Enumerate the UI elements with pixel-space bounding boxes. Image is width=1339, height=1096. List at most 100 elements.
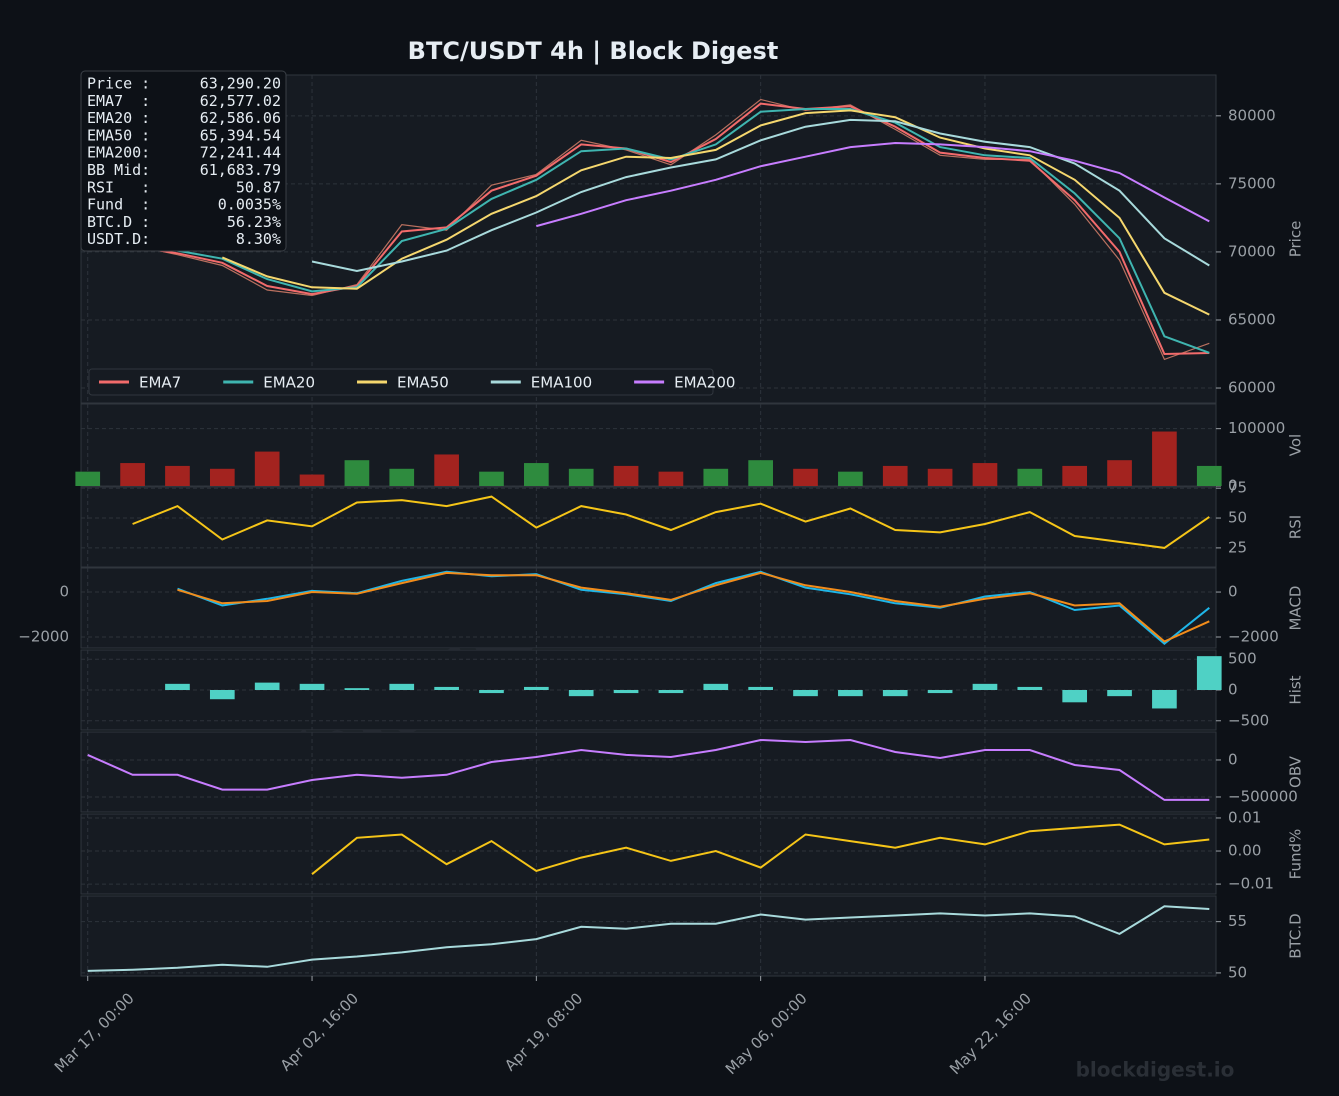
- volume-bar: [1062, 465, 1088, 486]
- series-line: [221, 109, 1210, 316]
- legend-label: EMA50: [397, 374, 449, 392]
- panel-background: [80, 731, 1217, 813]
- bar: [209, 690, 235, 700]
- volume-bar: [120, 463, 145, 486]
- series-line: [87, 738, 1210, 801]
- info-label: EMA50 :: [87, 126, 150, 144]
- volume-bar: [1107, 460, 1132, 486]
- y-tick-label: 25: [1228, 538, 1247, 556]
- bar: [838, 690, 863, 697]
- info-label: BTC.D :: [87, 213, 150, 231]
- y-tick-label: −500: [1228, 711, 1269, 729]
- y-axis-label: Hist: [1287, 675, 1305, 704]
- bar: [524, 686, 549, 690]
- y-tick-label: −2000: [1228, 627, 1279, 645]
- volume-bar: [568, 468, 594, 486]
- legend-label: EMA20: [263, 374, 315, 392]
- volume-bar: [972, 463, 998, 486]
- panel-background: [80, 567, 1217, 649]
- info-label: EMA20 :: [87, 109, 150, 127]
- chart-title: BTC/USDT 4h | Block Digest: [408, 37, 779, 65]
- y-tick-label: −500000: [1228, 787, 1298, 805]
- bar: [882, 690, 908, 697]
- bar: [703, 683, 729, 690]
- panel-background: [80, 486, 1217, 568]
- volume-bar: [165, 465, 190, 486]
- y-tick-label: 0: [1228, 583, 1238, 601]
- info-value: 56.23%: [227, 213, 281, 231]
- y-tick-label: 0: [1228, 681, 1238, 699]
- info-label: EMA200:: [87, 144, 150, 162]
- y-axis-label: Vol: [1287, 434, 1305, 456]
- y-tick-label: −2000: [18, 627, 69, 645]
- series-line: [87, 905, 1210, 972]
- info-label: RSI :: [87, 178, 150, 196]
- info-value: 8.30%: [236, 230, 281, 248]
- series-line: [311, 823, 1210, 875]
- watermark: blockdigest.io: [1076, 1058, 1235, 1082]
- y-tick-label: 50: [1228, 509, 1247, 527]
- bar: [1062, 690, 1088, 703]
- info-label: EMA7 :: [87, 92, 150, 110]
- y-tick-label: 75000: [1228, 174, 1276, 192]
- volume-bar: [613, 465, 639, 486]
- y-tick-label: 0.01: [1228, 808, 1261, 826]
- volume-bar: [524, 463, 549, 486]
- info-value: 62,586.06: [200, 109, 281, 127]
- bar: [972, 683, 998, 690]
- info-value: 62,577.02: [200, 92, 281, 110]
- info-label: Fund :: [87, 196, 150, 214]
- y-tick-label: 65000: [1228, 310, 1276, 328]
- bar: [568, 690, 594, 697]
- bar: [1152, 690, 1177, 709]
- bar: [1017, 686, 1043, 690]
- bar: [165, 683, 190, 690]
- bar: [658, 690, 684, 694]
- series-line: [536, 141, 1210, 228]
- y-tick-label: 0: [59, 583, 69, 601]
- bar: [389, 683, 415, 690]
- series-line: [87, 102, 1210, 356]
- panel-background: [80, 403, 1217, 487]
- info-label: BB Mid:: [87, 161, 150, 179]
- series-line: [132, 495, 1210, 549]
- y-tick-label: 60000: [1228, 379, 1276, 397]
- volume-bar: [75, 471, 101, 486]
- y-axis-label: Price: [1287, 221, 1305, 258]
- legend-label: EMA7: [139, 374, 181, 392]
- volume-bar: [882, 465, 908, 486]
- volume-bar: [658, 471, 684, 486]
- y-tick-label: 55: [1228, 912, 1247, 930]
- y-tick-label: 0: [1228, 750, 1238, 768]
- bar: [479, 690, 504, 694]
- y-axis-label: Fund%: [1287, 829, 1305, 880]
- bar: [1196, 656, 1222, 690]
- volume-bar: [389, 468, 415, 486]
- panel-background: [80, 895, 1217, 977]
- y-tick-label: 70000: [1228, 242, 1276, 260]
- info-value: 50.87: [236, 178, 281, 196]
- y-tick-label: 0: [1228, 477, 1238, 495]
- legend-box: [88, 368, 714, 396]
- info-value: 63,290.20: [200, 75, 281, 93]
- info-value: 72,241.44: [200, 144, 281, 162]
- legend-label: EMA200: [674, 374, 735, 392]
- y-axis-label: RSI: [1287, 515, 1305, 539]
- y-tick-label: 500: [1228, 650, 1257, 668]
- legend-label: EMA100: [531, 374, 592, 392]
- y-axis-label: OBV: [1287, 755, 1305, 788]
- volume-bar: [254, 451, 280, 486]
- series-line: [177, 571, 1210, 643]
- bar: [793, 690, 818, 697]
- volume-bar: [748, 460, 773, 486]
- bar: [748, 686, 773, 690]
- bar: [344, 688, 370, 690]
- info-label: Price :: [87, 75, 150, 93]
- bar: [927, 690, 953, 694]
- volume-bar: [209, 468, 235, 486]
- volume-bar: [299, 474, 325, 486]
- volume-bar: [793, 468, 818, 486]
- y-axis-label: BTC.D: [1287, 913, 1305, 958]
- volume-bar: [434, 454, 459, 486]
- info-label: USDT.D:: [87, 230, 150, 248]
